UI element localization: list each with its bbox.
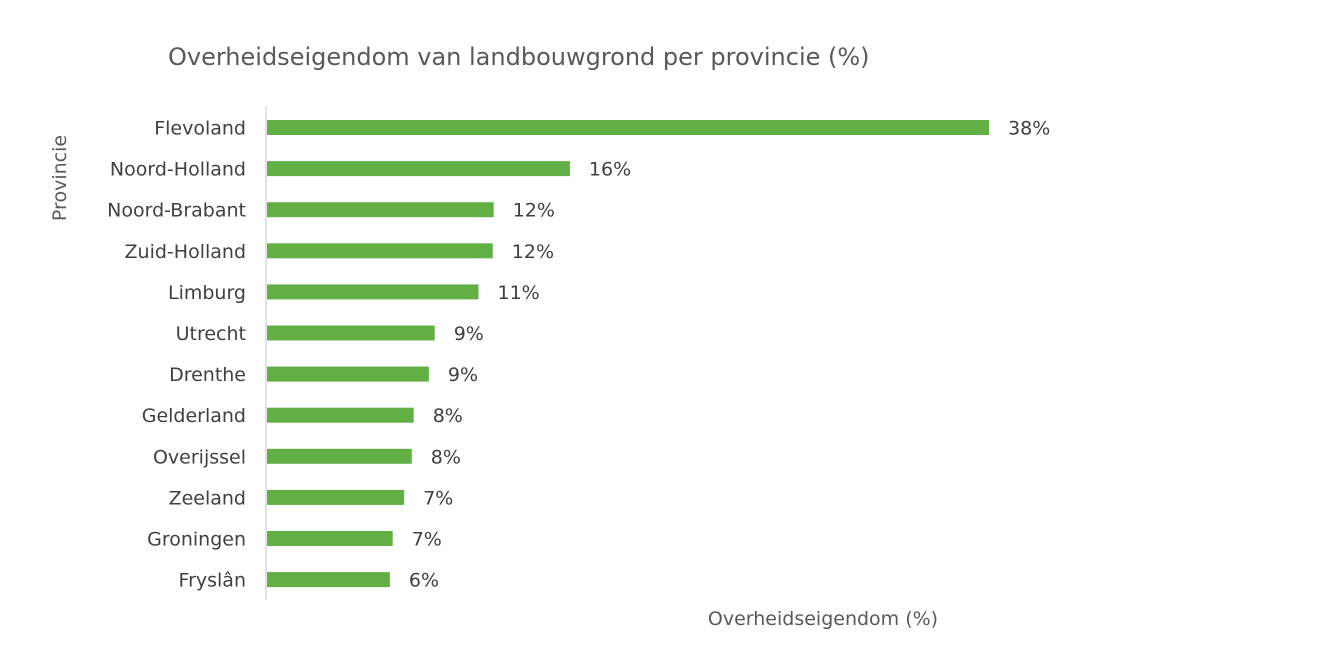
chart-title: Overheidseigendom van landbouwgrond per … (168, 43, 870, 71)
category-label-limburg: Limburg (168, 282, 246, 304)
bar-fryslan (267, 572, 390, 588)
category-label-gelderland: Gelderland (142, 405, 246, 427)
bar-overijssel (267, 448, 412, 464)
data-label-zeeland: 7% (423, 487, 453, 509)
category-label-zeeland: Zeeland (169, 487, 246, 509)
bar-noord-brabant (267, 202, 494, 218)
data-label-flevoland: 38% (1008, 118, 1050, 140)
category-label-noord-brabant: Noord-Brabant (107, 200, 246, 222)
category-label-utrecht: Utrecht (176, 323, 246, 345)
data-label-limburg: 11% (498, 282, 540, 304)
bar-groningen (267, 531, 393, 546)
data-label-noord-brabant: 12% (513, 200, 555, 222)
bar-drenthe (267, 366, 429, 382)
category-label-overijssel: Overijssel (153, 446, 246, 468)
bar-limburg (267, 284, 479, 300)
data-label-fryslan: 6% (409, 570, 439, 592)
data-label-groningen: 7% (412, 529, 442, 551)
data-label-zuid-holland: 12% (512, 241, 554, 263)
category-label-groningen: Groningen (147, 529, 246, 551)
category-label-drenthe: Drenthe (169, 364, 246, 386)
category-labels: Flevoland Noord-Holland Noord-Brabant Zuid-… (107, 118, 246, 592)
category-label-flevoland: Flevoland (154, 118, 246, 140)
bar-utrecht (267, 325, 435, 341)
data-label-overijssel: 8% (431, 446, 461, 468)
data-label-noord-holland: 16% (589, 159, 631, 181)
category-label-zuid-holland: Zuid-Holland (125, 241, 246, 263)
data-labels: 38% 16% 12% 12% 11% 9% 9% 8% 8% 7% 7% 6% (409, 118, 1050, 592)
x-axis-title: Overheidseigendom (%) (708, 608, 938, 630)
bar-noord-holland (267, 161, 570, 177)
y-axis-title: Provincie (49, 135, 71, 221)
bars-group (267, 120, 990, 588)
data-label-drenthe: 9% (448, 364, 478, 386)
data-label-gelderland: 8% (433, 405, 463, 427)
bar-gelderland (267, 407, 414, 423)
bar-flevoland (267, 120, 990, 135)
bar-zeeland (267, 489, 405, 505)
category-label-noord-holland: Noord-Holland (110, 159, 246, 181)
category-label-fryslan: Fryslân (179, 570, 246, 592)
bar-zuid-holland (267, 243, 493, 259)
data-label-utrecht: 9% (454, 323, 484, 345)
